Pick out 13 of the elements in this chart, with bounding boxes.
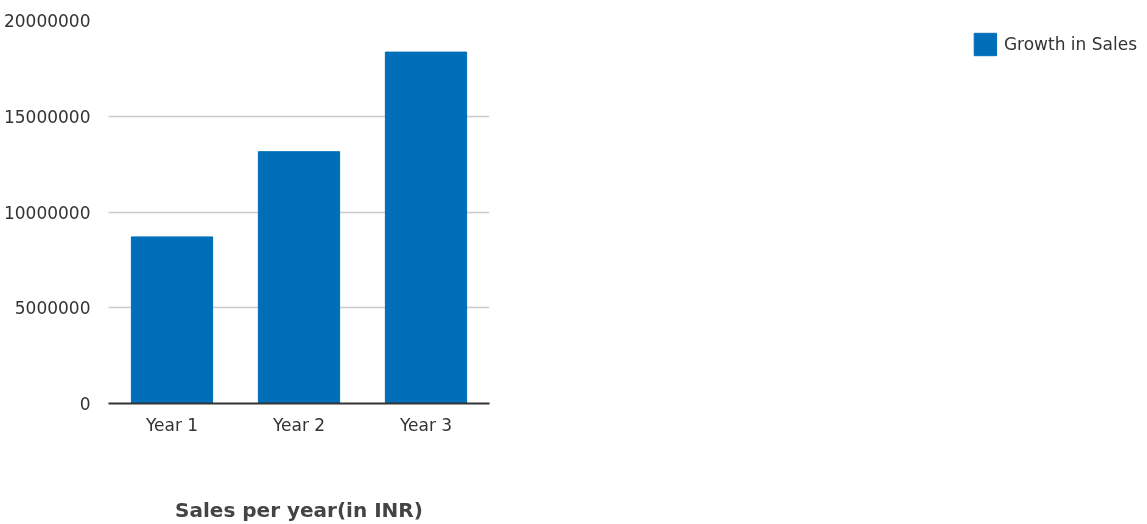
- x-axis-title: Sales per year(in INR): [175, 497, 423, 522]
- y-tick-label: 5000000: [14, 298, 91, 319]
- x-tick-label: Year 1: [144, 414, 199, 435]
- y-tick-label: 15000000: [3, 106, 91, 127]
- bar: [384, 51, 468, 404]
- y-tick-label: 20000000: [3, 11, 91, 31]
- x-tick-label: Year 3: [398, 414, 453, 435]
- legend-label: Growth in Sales: [1003, 34, 1137, 54]
- x-tick-label: Year 2: [271, 414, 326, 435]
- y-tick-label: 0: [79, 394, 91, 414]
- bar: [130, 236, 214, 404]
- y-tick-label: 10000000: [3, 202, 91, 223]
- bar: [257, 151, 341, 404]
